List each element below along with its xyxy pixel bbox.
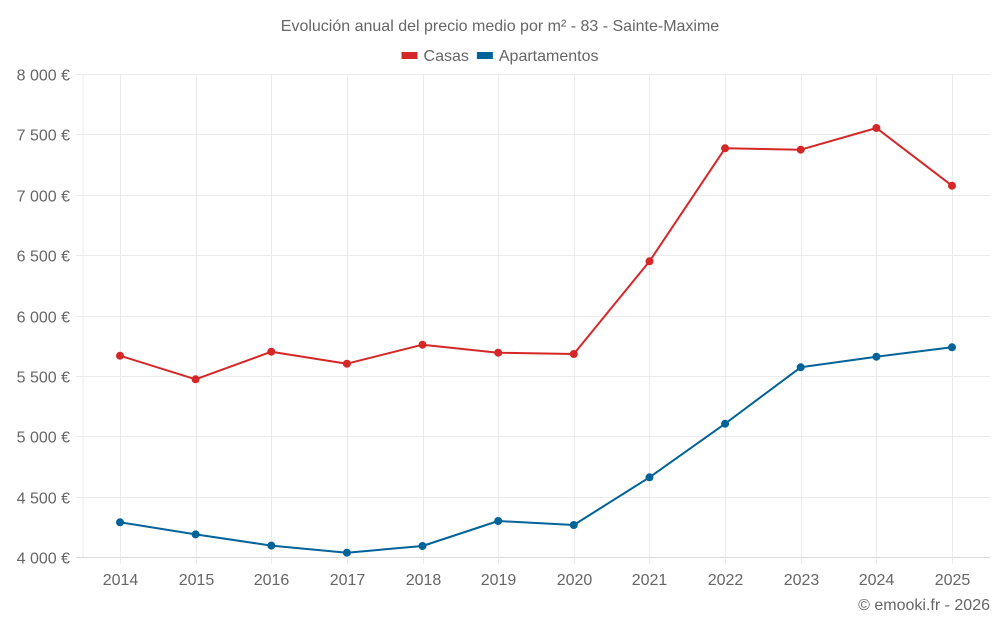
y-tick-label: 5 000 € — [17, 430, 70, 447]
data-point[interactable] — [342, 548, 351, 557]
x-tick-label: 2021 — [632, 572, 668, 589]
y-tick-label: 6 500 € — [17, 249, 70, 266]
data-point[interactable] — [645, 257, 654, 266]
grid — [76, 74, 990, 564]
legend-swatch — [401, 52, 418, 59]
x-tick-label: 2014 — [103, 572, 139, 589]
data-point[interactable] — [569, 521, 578, 529]
series-layer — [116, 124, 956, 557]
chart-title: Evolución anual del precio medio por m² … — [281, 18, 720, 35]
data-point[interactable] — [116, 518, 124, 527]
data-point[interactable] — [721, 144, 730, 153]
data-point[interactable] — [948, 343, 956, 352]
data-point[interactable] — [418, 542, 427, 550]
series-apartamentos — [116, 343, 956, 557]
x-axis: 2014 2015 2016 2017 2018 2019 2020 2021 2022 2023… — [103, 572, 971, 589]
data-point[interactable] — [569, 350, 578, 358]
legend: Casas Apartamentos — [401, 48, 599, 65]
x-tick-label: 2016 — [254, 572, 290, 589]
y-tick-label: 7 500 € — [17, 128, 70, 145]
y-tick-label: 7 000 € — [17, 189, 70, 206]
x-tick-label: 2017 — [330, 572, 366, 589]
x-tick-label: 2022 — [708, 572, 744, 589]
x-tick-label: 2025 — [935, 572, 971, 589]
credit-text: © emooki.fr - 2026 — [858, 597, 990, 614]
data-point[interactable] — [494, 517, 503, 525]
series-line-apartamentos — [119, 346, 953, 554]
y-tick-label: 4 000 € — [17, 551, 70, 568]
data-point[interactable] — [872, 352, 881, 361]
y-axis: 4 000 € 4 500 € 5 000 € 5 500 € 6 000 € 6 500… — [17, 68, 70, 568]
data-point[interactable] — [116, 351, 124, 360]
legend-item-casas[interactable]: Casas — [401, 48, 469, 65]
data-point[interactable] — [191, 530, 200, 539]
data-point[interactable] — [494, 348, 503, 357]
legend-item-apartamentos[interactable]: Apartamentos — [476, 48, 599, 65]
x-tick-label: 2024 — [859, 572, 895, 589]
data-point[interactable] — [796, 363, 805, 372]
y-tick-label: 6 000 € — [17, 310, 70, 327]
x-tick-label: 2023 — [784, 572, 820, 589]
x-tick-label: 2018 — [406, 572, 442, 589]
data-point[interactable] — [796, 145, 805, 154]
data-point[interactable] — [948, 181, 956, 190]
y-tick-label: 5 500 € — [17, 370, 70, 387]
legend-label: Casas — [424, 48, 469, 65]
series-casas — [116, 124, 956, 384]
y-tick-label: 8 000 € — [17, 68, 70, 85]
data-point[interactable] — [721, 419, 730, 428]
x-tick-label: 2019 — [481, 572, 517, 589]
data-point[interactable] — [342, 359, 351, 368]
x-tick-label: 2015 — [179, 572, 215, 589]
data-point[interactable] — [267, 347, 276, 356]
x-tick-label: 2020 — [557, 572, 593, 589]
series-line-casas — [119, 127, 953, 381]
legend-swatch — [476, 52, 493, 59]
data-point[interactable] — [645, 473, 654, 482]
y-tick-label: 4 500 € — [17, 491, 70, 508]
data-point[interactable] — [418, 340, 427, 349]
data-point[interactable] — [267, 541, 276, 550]
legend-label: Apartamentos — [499, 48, 599, 65]
data-point[interactable] — [872, 124, 881, 132]
data-point[interactable] — [191, 375, 200, 384]
